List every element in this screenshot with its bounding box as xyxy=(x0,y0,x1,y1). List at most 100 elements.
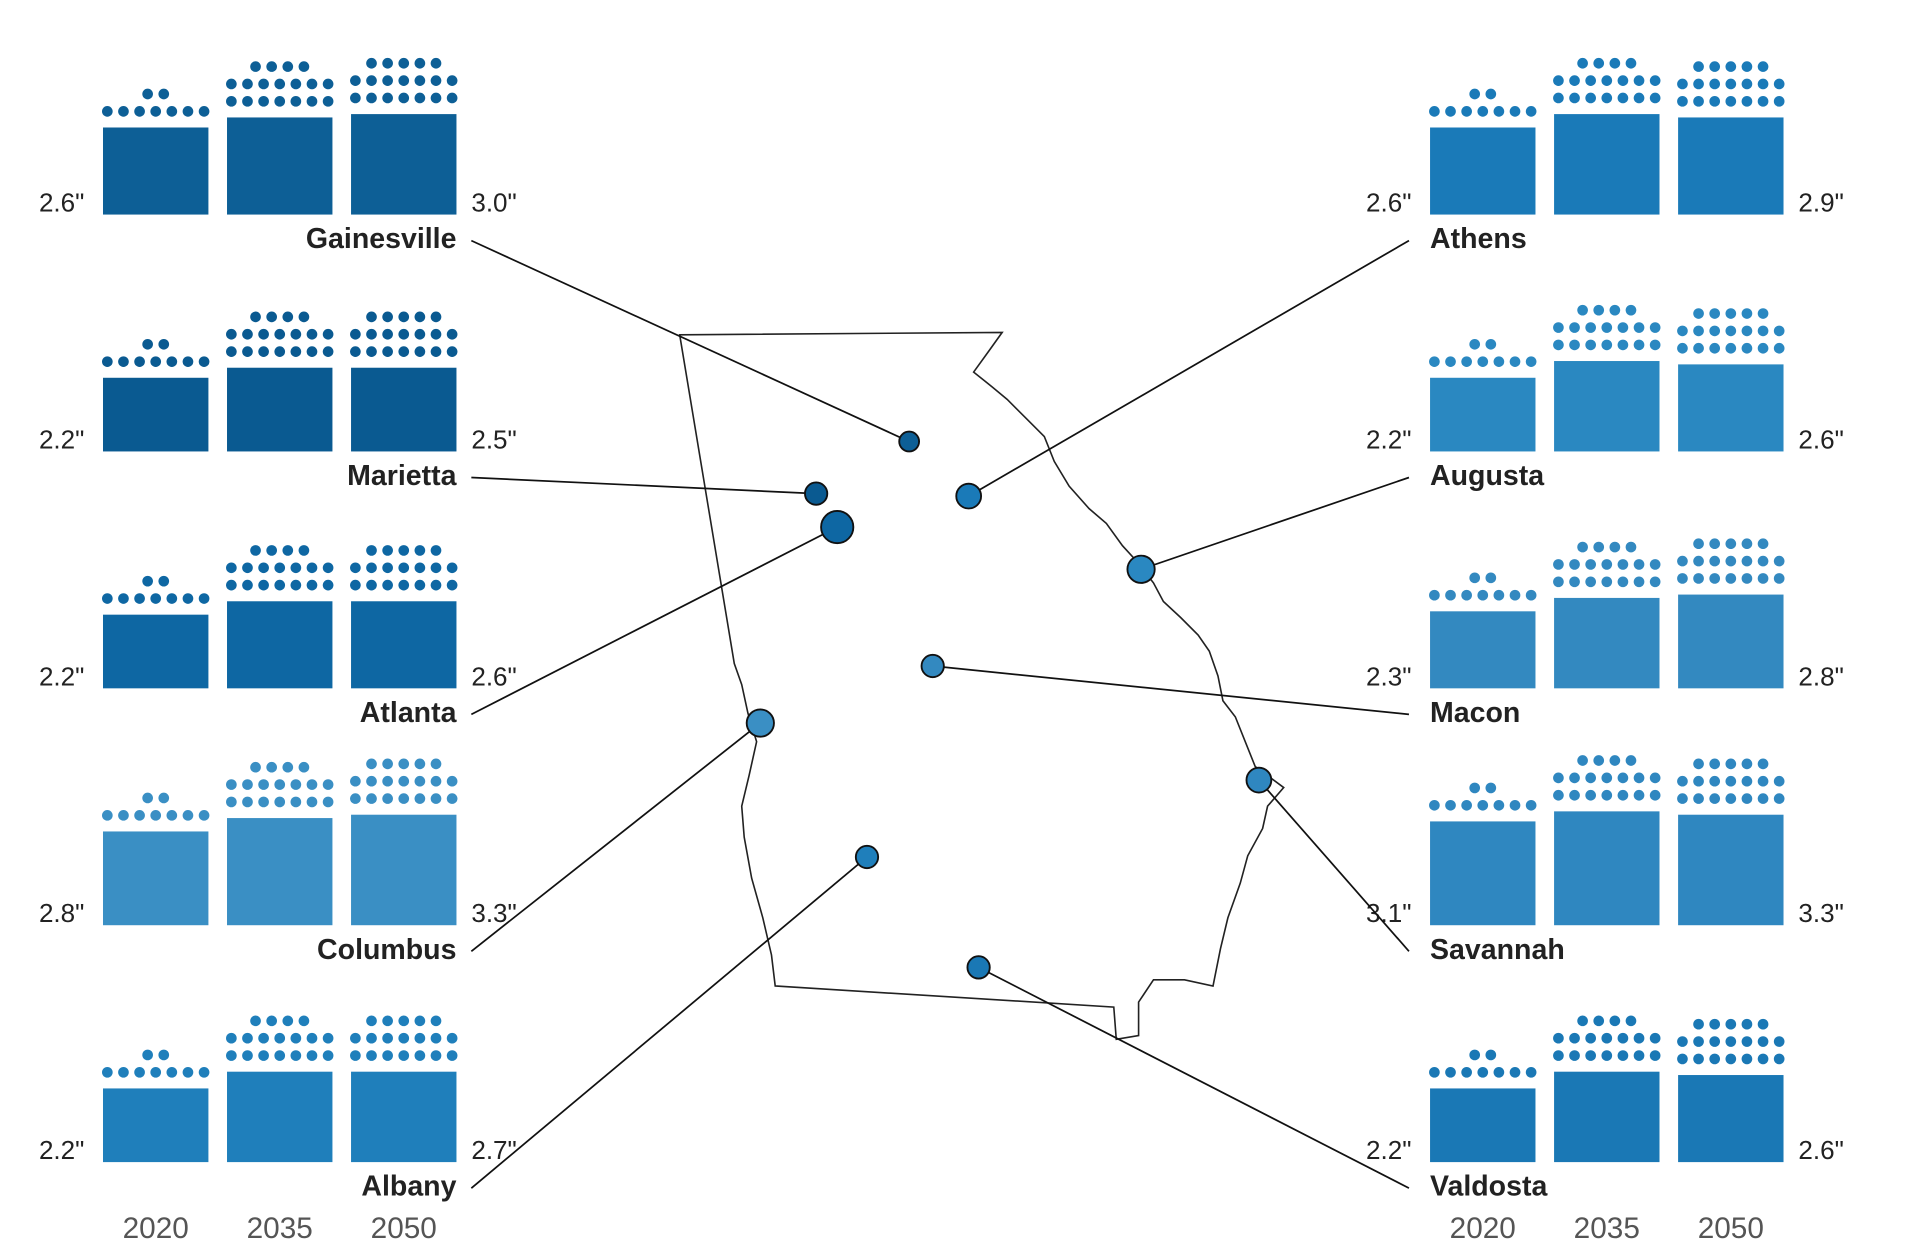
dot xyxy=(1593,755,1605,766)
dot xyxy=(1757,793,1769,804)
bar xyxy=(1430,611,1536,689)
dot xyxy=(1773,342,1785,354)
dot xyxy=(1585,92,1596,104)
dot xyxy=(198,356,210,367)
dot xyxy=(430,775,442,787)
dot xyxy=(150,810,162,821)
dot xyxy=(350,579,361,591)
dot xyxy=(366,328,377,340)
dot xyxy=(150,106,162,117)
dot xyxy=(266,311,277,323)
dot xyxy=(1569,339,1580,351)
dot xyxy=(414,545,426,556)
city-label: Valdosta xyxy=(1430,1171,1548,1203)
value-label: 2.5" xyxy=(471,424,516,454)
dot xyxy=(1677,1036,1688,1047)
dot xyxy=(134,593,145,604)
dot xyxy=(282,545,294,556)
dot xyxy=(274,1032,286,1044)
dot xyxy=(1485,338,1497,350)
dot xyxy=(382,793,393,804)
dot xyxy=(1569,559,1580,570)
dot xyxy=(350,92,361,104)
dot xyxy=(1601,1032,1613,1044)
value-label: 2.2" xyxy=(39,661,84,691)
city-label: Albany xyxy=(361,1171,456,1203)
dot xyxy=(1485,1049,1497,1061)
dot xyxy=(1617,772,1629,784)
dot xyxy=(1553,559,1564,570)
bar xyxy=(1430,821,1536,926)
dot xyxy=(274,779,286,790)
dot xyxy=(398,328,410,340)
dot xyxy=(182,356,194,367)
city-dot xyxy=(898,430,921,453)
dot xyxy=(1741,308,1753,319)
value-label: 2.2" xyxy=(1366,424,1411,454)
dot xyxy=(1693,573,1704,584)
dot xyxy=(258,346,269,357)
dot xyxy=(1477,356,1489,367)
value-label: 3.1" xyxy=(1366,898,1411,928)
dot xyxy=(382,92,393,104)
leader-line xyxy=(1258,779,1410,952)
dot xyxy=(198,106,210,117)
dot xyxy=(166,356,178,367)
dot xyxy=(1469,572,1481,584)
dot xyxy=(1677,555,1688,567)
dot xyxy=(366,793,377,804)
dot xyxy=(322,95,334,107)
dot xyxy=(1509,106,1521,117)
dot xyxy=(1741,555,1753,567)
dot xyxy=(150,593,162,604)
dot xyxy=(226,562,237,574)
dot xyxy=(1553,339,1564,351)
dot xyxy=(1569,92,1580,104)
dot xyxy=(350,775,361,787)
dot xyxy=(1601,1050,1613,1061)
dot xyxy=(306,779,318,790)
dot xyxy=(1709,1036,1721,1047)
dot xyxy=(274,796,286,808)
dot xyxy=(1725,555,1737,567)
value-label: 2.2" xyxy=(39,1135,84,1165)
dot xyxy=(382,346,393,357)
dot xyxy=(1649,772,1661,784)
dot xyxy=(366,57,377,69)
dot xyxy=(366,545,377,556)
dot xyxy=(142,1049,153,1061)
dot xyxy=(1649,75,1661,86)
dot xyxy=(1593,541,1605,553)
dot xyxy=(1593,304,1605,316)
dot xyxy=(1741,538,1753,550)
city-dot xyxy=(955,482,983,510)
dot xyxy=(446,346,458,357)
dot xyxy=(182,810,194,821)
dot xyxy=(1553,789,1564,801)
dot xyxy=(1477,589,1489,601)
dot xyxy=(1577,57,1588,69)
dot xyxy=(158,88,170,100)
dot xyxy=(282,311,294,323)
city-label: Athens xyxy=(1430,223,1527,255)
dot xyxy=(1469,338,1481,350)
dot xyxy=(350,793,361,804)
dot xyxy=(1445,356,1456,367)
dot xyxy=(446,775,458,787)
dot xyxy=(1725,1036,1737,1047)
year-label: 2035 xyxy=(1574,1212,1640,1239)
dot xyxy=(1585,576,1596,588)
dot xyxy=(322,328,334,340)
dot xyxy=(430,1050,442,1061)
dot xyxy=(1741,325,1753,337)
dot xyxy=(290,779,302,790)
dot xyxy=(142,575,153,587)
dot xyxy=(1709,95,1721,107)
dot xyxy=(102,106,113,117)
dot xyxy=(1773,573,1785,584)
dot xyxy=(290,328,302,340)
bar xyxy=(102,1088,209,1163)
dot xyxy=(1569,789,1580,801)
value-label: 2.2" xyxy=(1366,1135,1411,1165)
dot xyxy=(430,1032,442,1044)
